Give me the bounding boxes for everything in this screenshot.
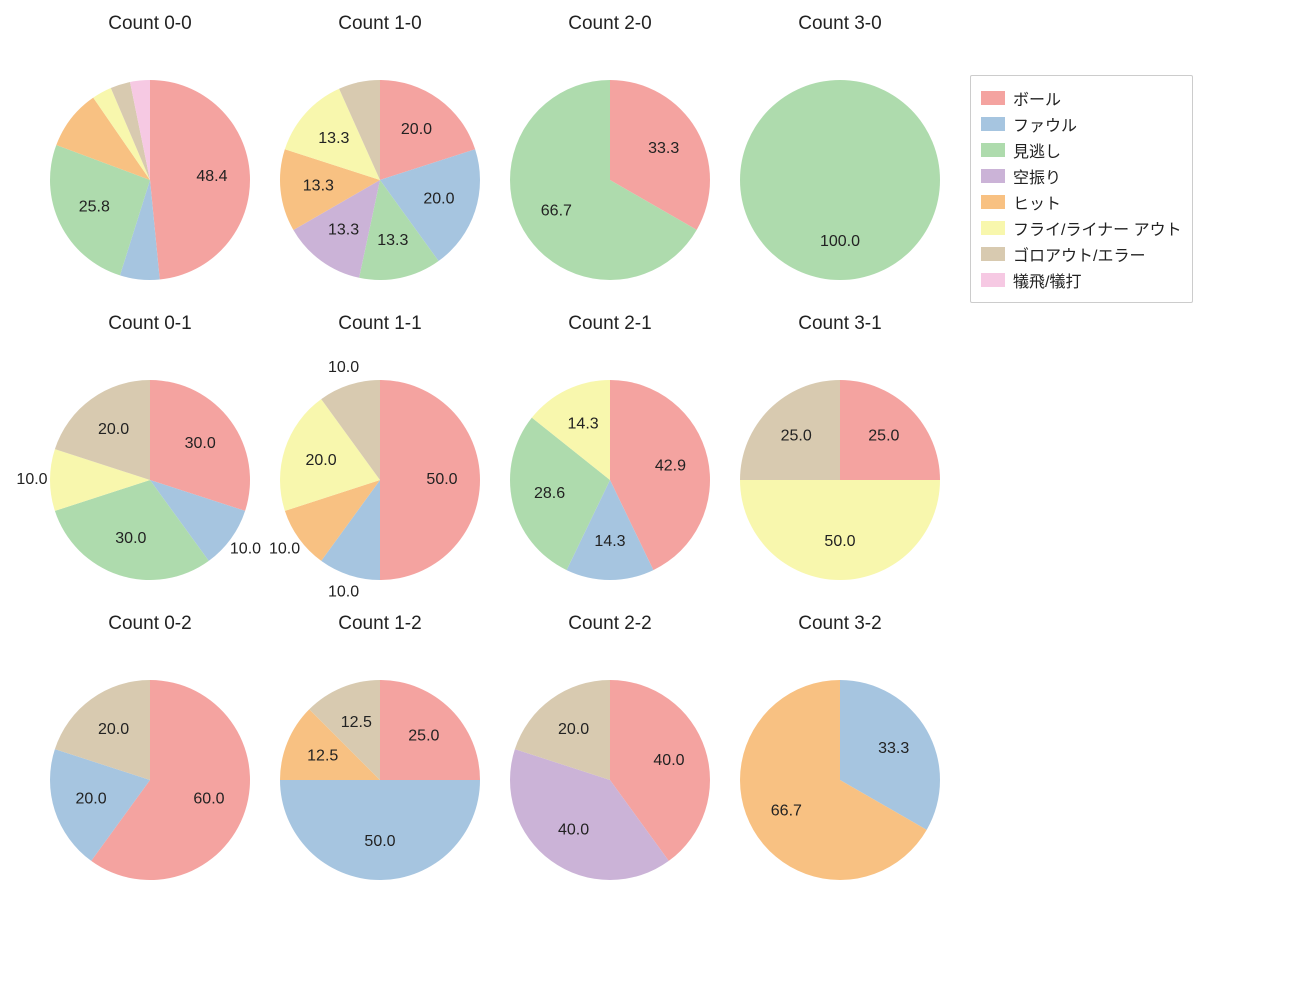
pie-slice-label: 42.9 <box>655 457 686 474</box>
pie-slice-label: 50.0 <box>364 833 395 850</box>
legend-swatch <box>981 273 1005 287</box>
pie-title: Count 3-0 <box>690 13 990 35</box>
pie-slice-label: 25.0 <box>781 427 812 444</box>
legend-item: ヒット <box>981 190 1182 214</box>
pie-slice-label: 10.0 <box>269 541 300 558</box>
pie-slice-label: 14.3 <box>594 533 625 550</box>
pie-slice-label: 66.7 <box>771 802 802 819</box>
pie-slice-label: 20.0 <box>423 190 454 207</box>
legend-label: フライ/ライナー アウト <box>1013 216 1182 240</box>
pie-slice-label: 13.3 <box>328 221 359 238</box>
legend-swatch <box>981 247 1005 261</box>
pie-slice-label: 33.3 <box>878 740 909 757</box>
pie-slice-label: 20.0 <box>558 721 589 738</box>
pie-slice-label: 13.3 <box>318 130 349 147</box>
legend-swatch <box>981 91 1005 105</box>
pie-slice-label: 33.3 <box>648 140 679 157</box>
legend-item: 犠飛/犠打 <box>981 268 1182 292</box>
pie-slice-label: 100.0 <box>820 233 860 250</box>
legend-item: 空振り <box>981 164 1182 188</box>
pie-title: Count 3-2 <box>690 613 990 635</box>
legend-item: 見逃し <box>981 138 1182 162</box>
pie-slice-label: 20.0 <box>75 790 106 807</box>
pie-slice-label: 20.0 <box>305 452 336 469</box>
pie-slice-label: 13.3 <box>303 178 334 195</box>
legend: ボールファウル見逃し空振りヒットフライ/ライナー アウトゴロアウト/エラー犠飛/… <box>970 75 1193 303</box>
legend-swatch <box>981 169 1005 183</box>
pie-slice-label: 40.0 <box>558 821 589 838</box>
pie-slice-label: 25.0 <box>868 427 899 444</box>
legend-swatch <box>981 143 1005 157</box>
legend-item: フライ/ライナー アウト <box>981 216 1182 240</box>
legend-swatch <box>981 221 1005 235</box>
legend-label: ゴロアウト/エラー <box>1013 242 1145 266</box>
legend-label: 見逃し <box>1013 138 1061 162</box>
pie-slice-label: 20.0 <box>98 421 129 438</box>
figure: Count 0-048.425.8Count 1-020.020.013.313… <box>0 0 1300 1000</box>
legend-label: ボール <box>1013 86 1061 110</box>
pie-slice-label: 10.0 <box>16 471 47 488</box>
legend-item: ファウル <box>981 112 1182 136</box>
pie-slice-label: 10.0 <box>328 359 359 376</box>
legend-item: ボール <box>981 86 1182 110</box>
pie-slice-label: 30.0 <box>185 435 216 452</box>
pie-slice <box>740 480 940 580</box>
pie-slice-label: 20.0 <box>401 121 432 138</box>
legend-item: ゴロアウト/エラー <box>981 242 1182 266</box>
pie-slice-label: 60.0 <box>193 790 224 807</box>
legend-swatch <box>981 117 1005 131</box>
legend-swatch <box>981 195 1005 209</box>
pie-slice-label: 12.5 <box>341 714 372 731</box>
legend-label: ヒット <box>1013 190 1061 214</box>
pie-slice-label: 14.3 <box>568 415 599 432</box>
pie-slice-label: 50.0 <box>426 471 457 488</box>
pie-slice-label: 40.0 <box>653 752 684 769</box>
pie-slice-label: 30.0 <box>115 530 146 547</box>
pie-slice-label: 50.0 <box>824 533 855 550</box>
legend-label: ファウル <box>1013 112 1077 136</box>
pie-slice <box>280 780 480 880</box>
pie-slice-label: 28.6 <box>534 485 565 502</box>
pie-svg: 33.3 66.7 <box>690 595 990 955</box>
pie-slice-label: 66.7 <box>541 202 572 219</box>
pie-chart: Count 3-2 33.3 66.7 <box>690 595 990 955</box>
legend-label: 空振り <box>1013 164 1061 188</box>
pie-slice-label: 13.3 <box>377 232 408 249</box>
pie-slice-label: 25.0 <box>408 727 439 744</box>
pie-slice-label: 25.8 <box>79 198 110 215</box>
legend-label: 犠飛/犠打 <box>1013 268 1081 292</box>
pie-slice-label: 48.4 <box>196 168 227 185</box>
pie-slice-label: 20.0 <box>98 721 129 738</box>
pie-slice-label: 12.5 <box>307 747 338 764</box>
pie-title: Count 3-1 <box>690 313 990 335</box>
